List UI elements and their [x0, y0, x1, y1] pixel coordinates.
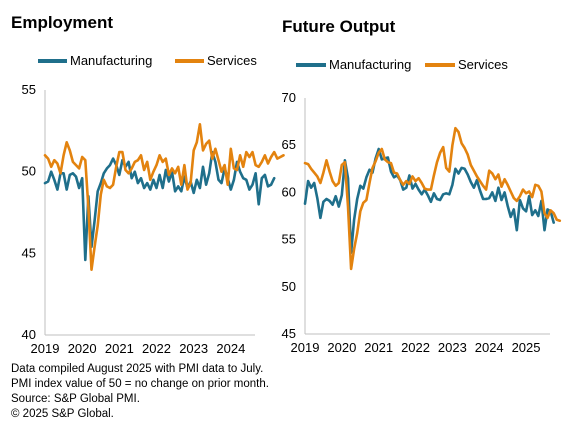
employment-plot: 40 45 50 55 2019 2020 2021 2022 2023 2024: [22, 82, 285, 356]
future-output-y-tick-label: 60: [282, 184, 296, 199]
future-output-title: Future Output: [282, 17, 396, 36]
footnote-4: © 2025 S&P Global.: [11, 408, 114, 420]
employment-series-services: [43, 123, 285, 272]
employment-series-manufacturing: [43, 150, 276, 262]
future-output-x-tick-label: 2024: [475, 340, 504, 355]
legend-label-services: Services: [207, 53, 257, 68]
employment-x-tick-label: 2023: [179, 341, 208, 356]
employment-x-tick-label: 2024: [216, 341, 245, 356]
footnote-3: Source: S&P Global PMI.: [11, 393, 140, 405]
employment-y-tick-label: 50: [22, 164, 36, 179]
future-output-x-tick-label: 2023: [438, 340, 467, 355]
footnote-2: PMI index value of 50 = no change on pri…: [11, 378, 269, 390]
employment-legend: Manufacturing Services: [38, 53, 257, 68]
employment-y-tick-label: 55: [22, 82, 36, 97]
employment-x-tick-label: 2021: [105, 341, 134, 356]
employment-title: Employment: [11, 13, 113, 32]
future-output-legend: Manufacturing Services: [296, 57, 508, 72]
future-output-x-tick-label: 2022: [401, 340, 430, 355]
future-output-x-tick-label: 2019: [291, 340, 320, 355]
employment-x-tick-label: 2020: [68, 341, 97, 356]
future-output-y-tick-label: 70: [282, 90, 296, 105]
legend-label-manufacturing: Manufacturing: [70, 53, 152, 68]
future-output-x-tick-label: 2020: [327, 340, 356, 355]
future-output-y-tick-label: 50: [282, 279, 296, 294]
future-output-y-tick-label: 55: [282, 232, 296, 247]
employment-x-tick-label: 2019: [31, 341, 60, 356]
future-output-y-tick-label: 45: [282, 326, 296, 341]
future-output-plot: 45 50 55 60 65 70 2019 2020 2021 2022 2023 2024 2025: [282, 90, 562, 355]
future-output-x-tick-label: 2021: [364, 340, 393, 355]
employment-x-tick-label: 2022: [142, 341, 171, 356]
future-output-series-services: [303, 126, 562, 271]
legend-label-services: Services: [458, 57, 508, 72]
future-output-x-tick-label: 2025: [512, 340, 541, 355]
employment-y-tick-label: 40: [22, 327, 36, 342]
employment-y-tick-label: 45: [22, 245, 36, 260]
footnote-1: Data compiled August 2025 with PMI data …: [11, 363, 264, 375]
future-output-y-tick-label: 65: [282, 137, 296, 152]
legend-label-manufacturing: Manufacturing: [329, 57, 411, 72]
